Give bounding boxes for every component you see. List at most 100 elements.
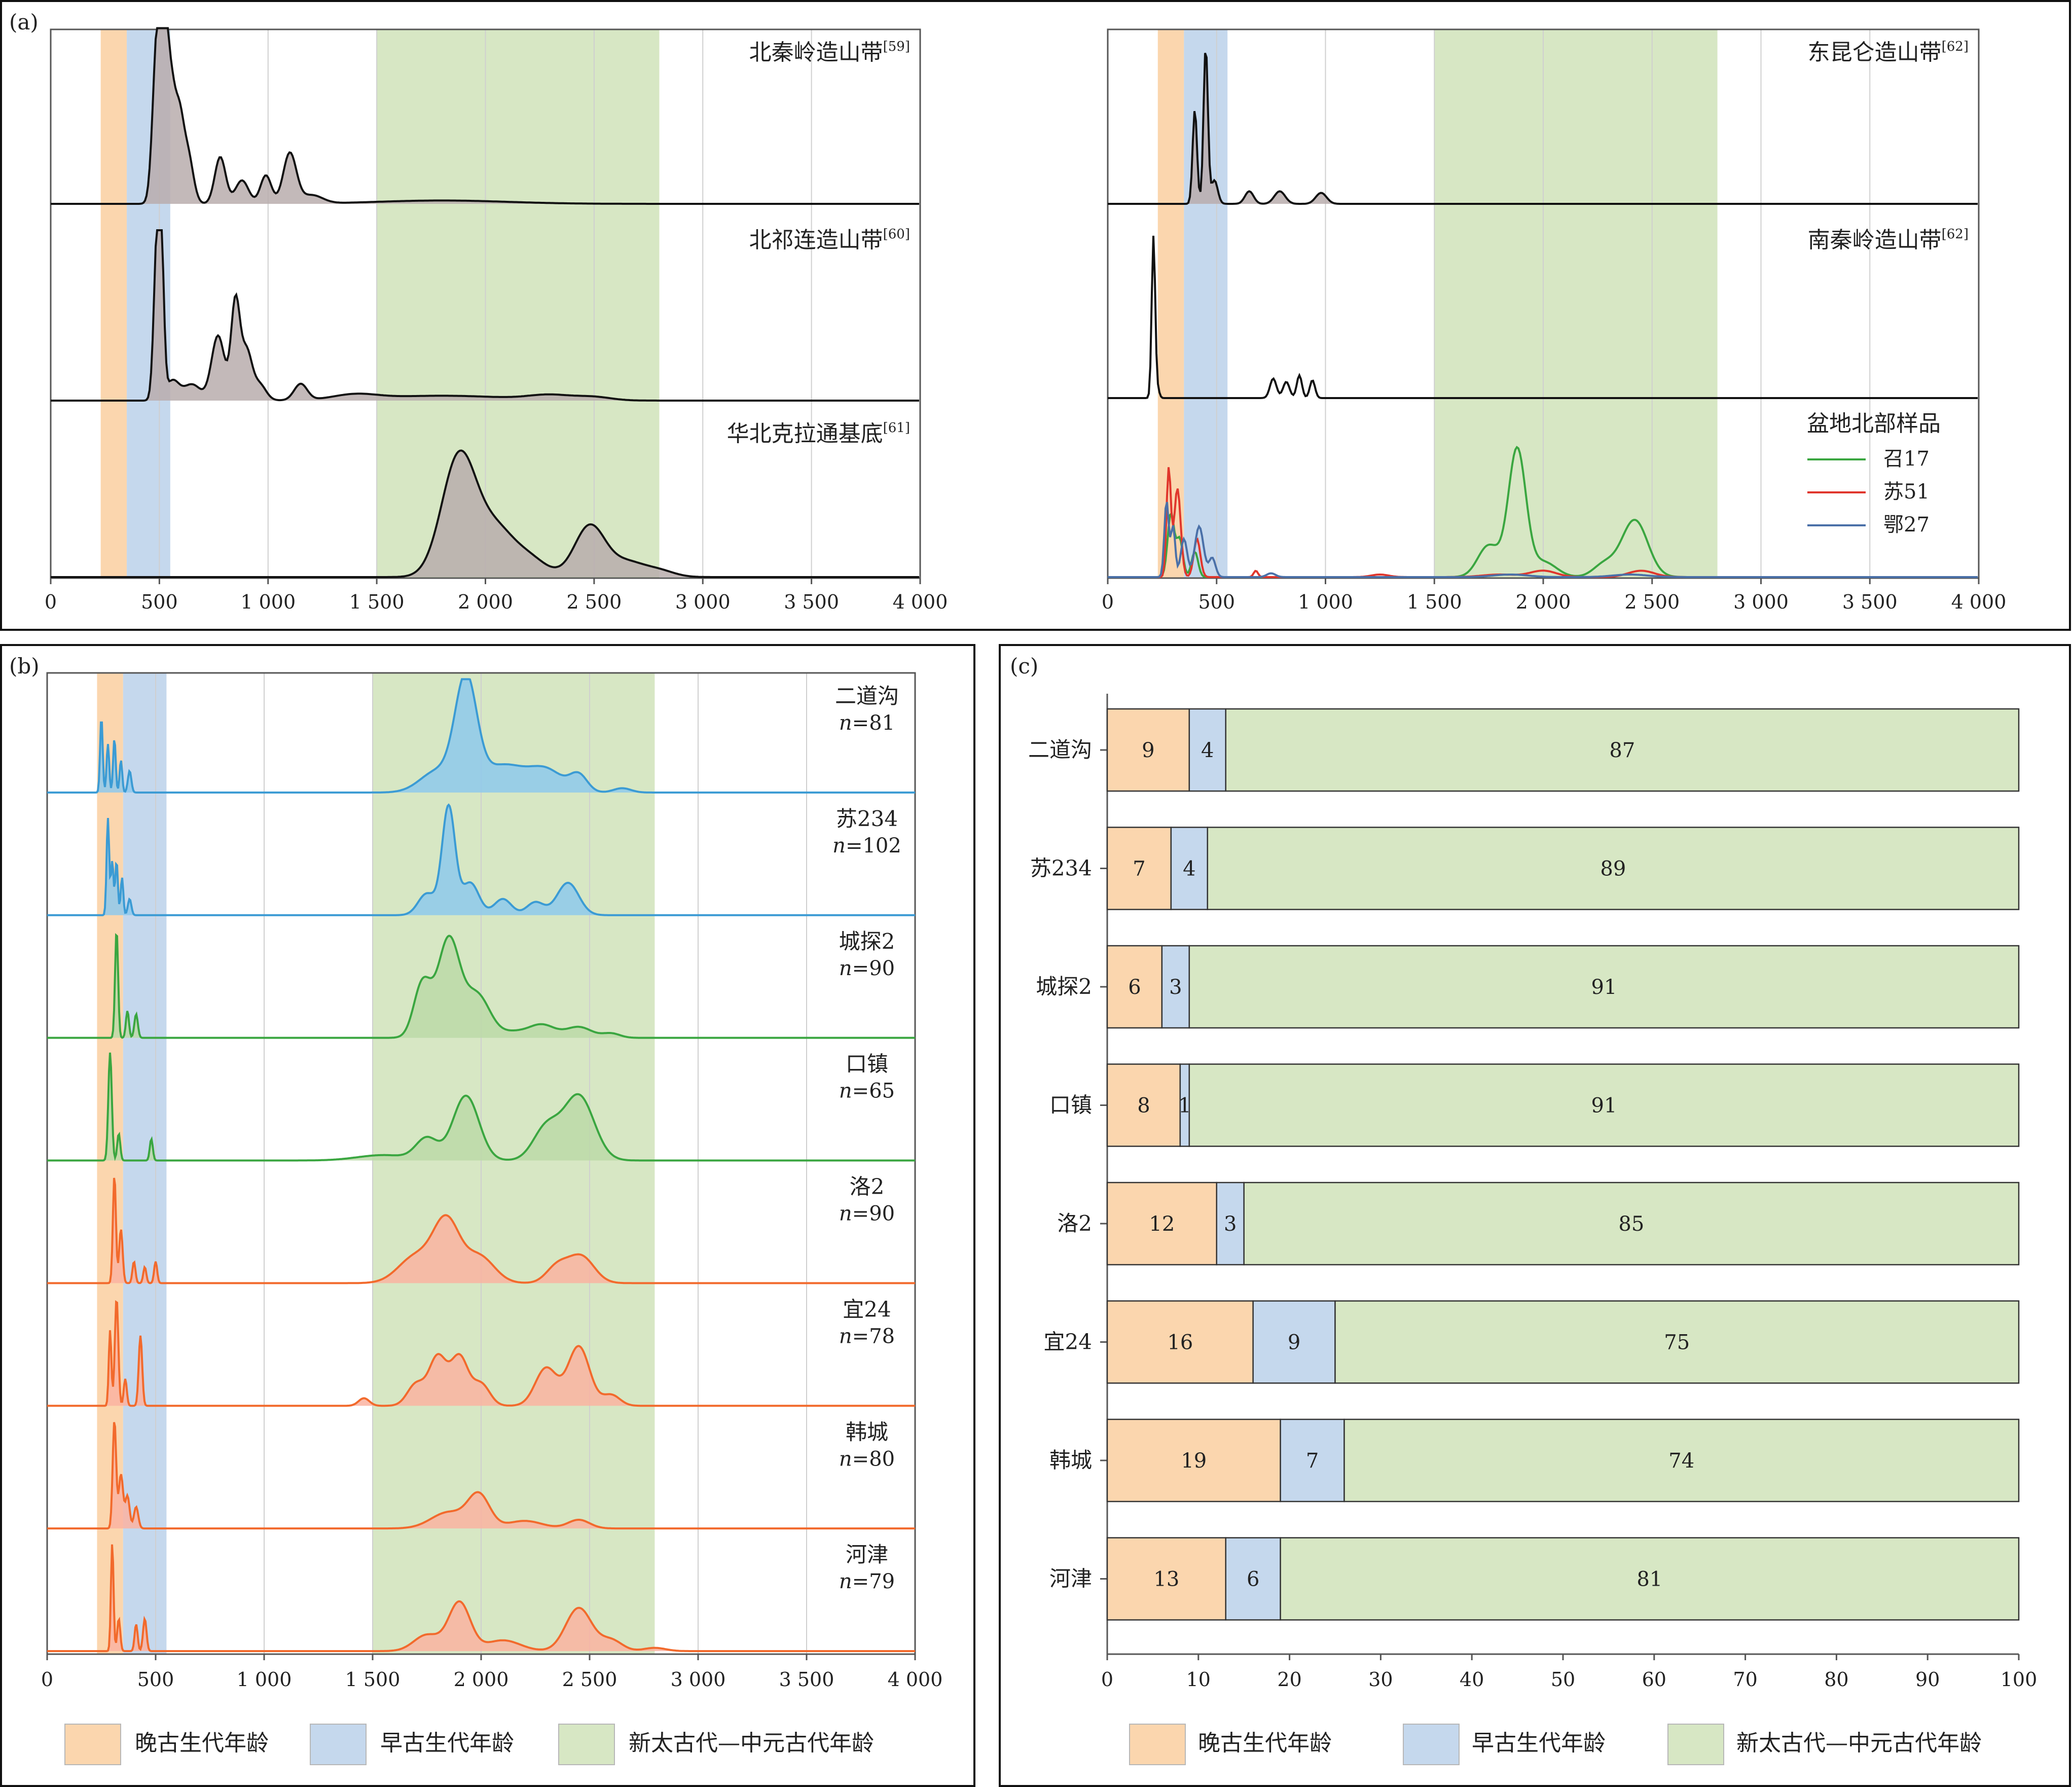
panel-b-border xyxy=(0,644,975,1787)
a-left-series-3-area xyxy=(51,450,919,577)
a-left-series-name: 北祁连造山带 xyxy=(749,227,883,253)
b-series-n-value: =79 xyxy=(852,1570,895,1593)
b-tick-label: 3 500 xyxy=(779,1668,834,1691)
c-category-label: 宜24 xyxy=(1044,1330,1092,1354)
c-bar-segment xyxy=(1280,1418,1345,1503)
c-category-label: 二道沟 xyxy=(1028,737,1092,762)
a-right-legend-label: 鄂27 xyxy=(1883,513,1930,537)
c-bar-label: 6 xyxy=(1128,976,1141,999)
c-category-label: 口镇 xyxy=(1049,1093,1092,1118)
a-left-series-name: 华北克拉通基底 xyxy=(727,421,883,447)
c-legend-label: 晚古生代年龄 xyxy=(1198,1730,1332,1756)
panel-a: (a) 0 500 1 000 1 500 2 000 2 500 3 000 3 500 4 … xyxy=(0,0,2071,631)
c-bar-label: 8 xyxy=(1137,1094,1150,1118)
b-tick-label: 500 xyxy=(137,1668,174,1691)
c-bar-label: 81 xyxy=(1637,1568,1662,1591)
panel-b: (b) 0 500 1 000 1 500 2 000 2 500 3 000 3 500 4 … xyxy=(0,644,975,1787)
b-tick-label: 1 500 xyxy=(345,1668,401,1691)
b-tick-label: 0 xyxy=(41,1668,53,1691)
b-legend-swatch-1 xyxy=(64,1724,121,1765)
b-series-n: n=90 xyxy=(839,957,895,980)
c-bar-segment xyxy=(1106,708,1190,792)
c-x-tick-label: 90 xyxy=(1915,1668,1940,1691)
panel-c-label: (c) xyxy=(1010,654,1038,678)
c-x-tick-label: 80 xyxy=(1824,1668,1848,1691)
c-bar-segment xyxy=(1243,1182,2020,1266)
b-series-n: n=81 xyxy=(839,711,895,735)
a-right-tick-label: 500 xyxy=(1198,591,1235,613)
b-legend-label: 新太古代—中元古代年龄 xyxy=(629,1730,874,1756)
a-right-legend-title: 盆地北部样品 xyxy=(1807,411,1941,437)
c-bar-label: 9 xyxy=(1142,739,1154,762)
a-right-series-ref: [62] xyxy=(1942,227,1969,242)
a-left-band-1 xyxy=(100,29,127,578)
c-category-label: 城探2 xyxy=(1036,974,1092,999)
b-series-label: 韩城 xyxy=(846,1419,888,1444)
b-series-n-symbol: n xyxy=(839,1202,852,1226)
c-legend-swatch-2 xyxy=(1403,1724,1460,1765)
b-legend-label: 晚古生代年龄 xyxy=(135,1730,269,1756)
c-bar-segment xyxy=(1106,1182,1218,1266)
b-band-3 xyxy=(373,673,655,1654)
a-right-tick-label: 1 500 xyxy=(1407,591,1462,613)
b-series-6-area xyxy=(47,1302,915,1406)
c-bar-segment xyxy=(1280,1537,2020,1621)
c-bar-segment xyxy=(1334,1300,2020,1384)
c-bar-segment xyxy=(1216,1182,1245,1266)
a-left-tick-label: 1 000 xyxy=(240,591,296,613)
c-x-tick-label: 30 xyxy=(1368,1668,1393,1691)
c-bar-segment xyxy=(1225,1537,1281,1621)
a-right-series-name: 南秦岭造山带 xyxy=(1808,227,1942,253)
b-series-n-symbol: n xyxy=(839,1325,852,1348)
c-bar-label: 87 xyxy=(1609,739,1635,762)
b-series-n-value: =90 xyxy=(852,1202,895,1226)
b-series-label: 城探2 xyxy=(839,929,895,954)
b-tick-label: 4 000 xyxy=(888,1668,943,1691)
c-x-tick-label: 40 xyxy=(1460,1668,1484,1691)
a-right-series-1-line xyxy=(1108,52,1978,205)
a-left-series-1-line xyxy=(51,27,919,205)
a-left-tick-label: 2 500 xyxy=(566,591,622,613)
b-series-n-symbol: n xyxy=(839,1080,852,1103)
panel-a-border xyxy=(0,0,2071,631)
a-left-tick-label: 0 xyxy=(45,591,57,613)
b-series-n-value: =65 xyxy=(852,1080,895,1103)
c-category-label: 河津 xyxy=(1049,1566,1092,1591)
c-bar-label: 7 xyxy=(1306,1449,1319,1473)
a-left-series-ref: [61] xyxy=(883,420,910,436)
c-bar-label: 9 xyxy=(1288,1331,1300,1354)
c-bar-label: 6 xyxy=(1247,1568,1259,1591)
b-tick-label: 2 000 xyxy=(454,1668,509,1691)
c-bar-label: 4 xyxy=(1201,739,1214,762)
b-series-n: n=90 xyxy=(839,1202,895,1226)
b-series-n-symbol: n xyxy=(839,957,852,980)
c-bar-label: 13 xyxy=(1153,1568,1179,1591)
b-series-n-value: =78 xyxy=(852,1325,895,1348)
b-legend-label: 早古生代年龄 xyxy=(380,1730,514,1756)
a-left-series-label: 北秦岭造山带[59] xyxy=(749,39,910,65)
a-right-series-2-line xyxy=(1108,235,1978,399)
b-tick-label: 3 000 xyxy=(671,1668,726,1691)
a-right-sample-line-3 xyxy=(1108,502,1978,578)
a-right-tick-label: 2 000 xyxy=(1516,591,1571,613)
a-left-tick-label: 500 xyxy=(141,591,178,613)
c-x-tick-label: 10 xyxy=(1186,1668,1211,1691)
a-right-tick-label: 3 000 xyxy=(1733,591,1789,613)
a-right-tick-label: 4 000 xyxy=(1951,591,2007,613)
a-left-series-name: 北秦岭造山带 xyxy=(749,40,883,65)
c-category-label: 苏234 xyxy=(1030,856,1092,881)
c-bar-segment xyxy=(1188,708,1226,792)
b-series-n: n=78 xyxy=(839,1325,895,1348)
a-left-series-2-line xyxy=(51,229,919,402)
c-x-tick-label: 50 xyxy=(1551,1668,1575,1691)
c-x-tick-label: 20 xyxy=(1277,1668,1301,1691)
c-x-tick-label: 60 xyxy=(1642,1668,1666,1691)
a-left-series-ref: [59] xyxy=(883,39,910,54)
a-left-tick-label: 1 500 xyxy=(349,591,405,613)
c-bar-segment xyxy=(1106,827,1172,910)
a-right-series-label: 南秦岭造山带[62] xyxy=(1808,227,1969,253)
c-legend-swatch-1 xyxy=(1129,1724,1186,1765)
b-series-label: 苏234 xyxy=(836,806,898,831)
